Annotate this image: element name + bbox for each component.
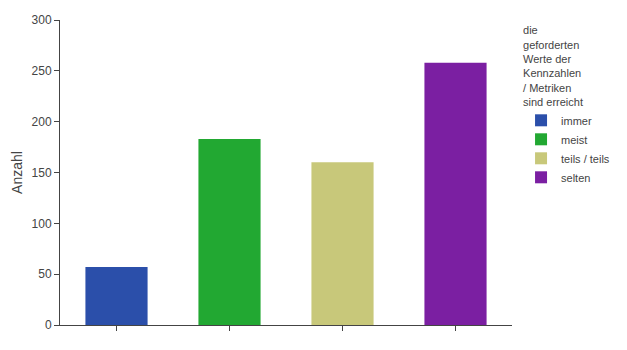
svg-text:100: 100 [32, 217, 52, 231]
svg-text:50: 50 [38, 267, 52, 281]
svg-text:200: 200 [32, 115, 52, 129]
svg-text:300: 300 [32, 13, 52, 27]
svg-text:Anzahl: Anzahl [9, 151, 25, 194]
svg-text:0: 0 [45, 318, 52, 332]
svg-text:selten: selten [561, 172, 590, 184]
svg-text:250: 250 [32, 64, 52, 78]
svg-text:immer: immer [561, 115, 592, 127]
svg-text:diegefordertenWerte derKennzah: diegefordertenWerte derKennzahlen/ Metri… [523, 24, 583, 108]
svg-text:teils / teils: teils / teils [561, 153, 610, 165]
svg-text:150: 150 [32, 166, 52, 180]
svg-text:meist: meist [561, 134, 587, 146]
